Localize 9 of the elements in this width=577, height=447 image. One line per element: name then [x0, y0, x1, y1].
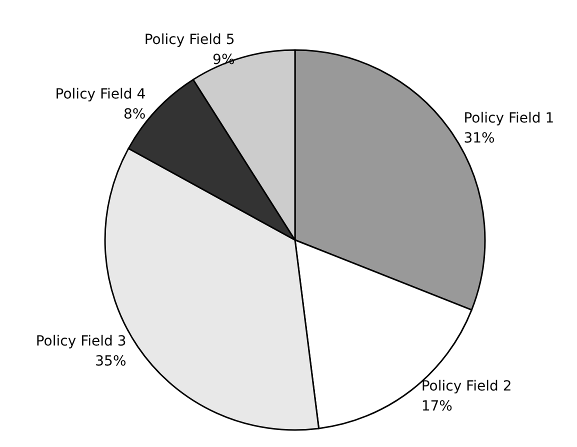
slice-label: Policy Field 2 [421, 378, 512, 394]
slice-label: Policy Field 5 [144, 32, 235, 48]
data-label: 35% [95, 353, 126, 370]
slice-label: Policy Field 1 [464, 110, 554, 127]
slice-label: Policy Field 4 [55, 86, 146, 102]
data-label: 31% [464, 130, 495, 147]
data-label: 8% [123, 106, 146, 122]
slice-label: Policy Field 3 [36, 333, 126, 350]
data-label: 17% [421, 398, 452, 414]
